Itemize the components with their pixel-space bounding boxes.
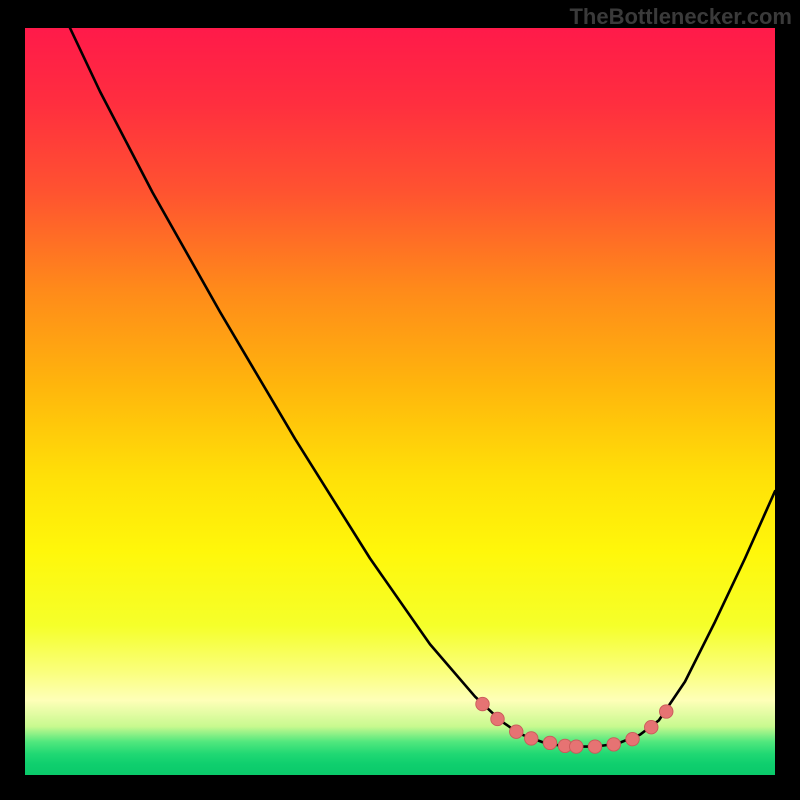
data-marker xyxy=(645,720,659,733)
gradient-background xyxy=(25,28,775,775)
data-marker xyxy=(543,736,557,749)
data-marker xyxy=(626,732,640,745)
data-marker xyxy=(588,740,602,753)
plot-area xyxy=(25,28,775,775)
data-marker xyxy=(525,732,539,745)
data-marker xyxy=(607,738,621,751)
data-marker xyxy=(476,697,489,710)
data-marker xyxy=(491,712,504,725)
data-marker xyxy=(570,740,584,753)
chart-svg xyxy=(25,28,775,775)
attribution-text: TheBottlenecker.com xyxy=(569,4,792,30)
data-marker xyxy=(510,725,524,738)
data-marker xyxy=(660,705,674,718)
